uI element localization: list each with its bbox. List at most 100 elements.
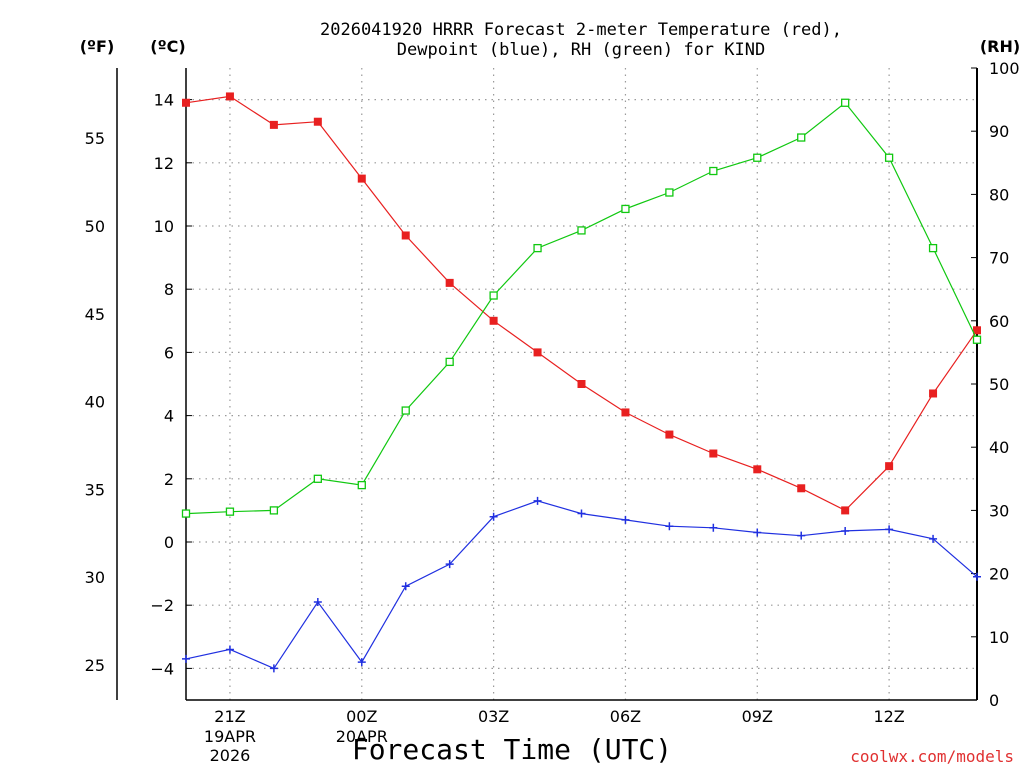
x-axis-title: Forecast Time (UTC) xyxy=(352,733,672,766)
celsius-tick-label: −2 xyxy=(150,596,174,615)
rh-tick-label: 10 xyxy=(989,628,1009,647)
x-tick-label: 00Z xyxy=(346,707,377,726)
rh-point xyxy=(225,507,235,516)
rh-point xyxy=(269,506,279,515)
rh-tick-label: 80 xyxy=(989,185,1009,204)
rh-tick-label: 20 xyxy=(989,565,1009,584)
rh-series xyxy=(181,98,982,518)
dewpoint-point xyxy=(533,496,542,505)
rh-point xyxy=(577,226,586,235)
fahrenheit-tick-label: 45 xyxy=(85,305,105,324)
rh-point xyxy=(972,335,982,344)
fahrenheit-tick-label: 55 xyxy=(85,129,105,148)
fahrenheit-tick-label: 50 xyxy=(85,217,105,236)
rh-point xyxy=(753,153,762,162)
rh-point xyxy=(884,153,894,162)
rh-tick-label: 70 xyxy=(989,249,1009,268)
dewpoint-point xyxy=(753,528,762,537)
rh-point xyxy=(841,98,850,107)
celsius-tick-label: 2 xyxy=(164,470,174,489)
rh-line xyxy=(185,101,978,515)
celsius-tick-label: 6 xyxy=(164,343,174,362)
dewpoint-point xyxy=(885,525,894,534)
dewpoint-point xyxy=(973,572,981,581)
x-tick-label: 06Z xyxy=(610,707,641,726)
temperature-point xyxy=(182,98,190,107)
temperature-point xyxy=(445,278,454,287)
dewpoint-line xyxy=(185,500,978,670)
x-tick-label: 21Z xyxy=(214,707,245,726)
fahrenheit-tick-label: 30 xyxy=(85,568,105,587)
rh-point xyxy=(797,133,806,142)
credit-text: coolwx.com/models xyxy=(850,747,1014,766)
dewpoint-point xyxy=(182,654,190,663)
rh-tick-label: 60 xyxy=(989,312,1009,331)
dewpoint-point xyxy=(269,664,278,673)
rh-tick-label: 90 xyxy=(989,122,1009,141)
rh-point xyxy=(489,291,498,300)
dewpoint-series xyxy=(182,496,981,673)
chart-title-line2: Dewpoint (blue), RH (green) for KIND xyxy=(397,40,765,60)
celsius-tick-label: 8 xyxy=(164,280,174,299)
rh-tick-label: 40 xyxy=(989,438,1009,457)
celsius-tick-label: 10 xyxy=(154,217,174,236)
chart-title-line1: 2026041920 HRRR Forecast 2-meter Tempera… xyxy=(320,20,842,40)
fahrenheit-tick-label: 40 xyxy=(85,393,105,412)
dewpoint-point xyxy=(313,598,322,607)
celsius-axis-unit: (ºC) xyxy=(150,37,185,56)
fahrenheit-axis-unit: (ºF) xyxy=(80,37,115,56)
x-tick-year-label: 2026 xyxy=(210,746,251,765)
rh-point xyxy=(533,243,542,253)
x-tick-label: 12Z xyxy=(873,707,904,726)
temperature-point xyxy=(401,231,410,240)
temperature-series xyxy=(182,92,981,515)
celsius-tick-label: 0 xyxy=(164,533,174,552)
rh-point xyxy=(357,480,366,490)
grid-lines xyxy=(186,68,977,700)
celsius-tick-label: −4 xyxy=(150,659,174,678)
temperature-point xyxy=(489,316,498,325)
temperature-point xyxy=(225,92,234,101)
dewpoint-point xyxy=(797,531,806,540)
dewpoint-point xyxy=(841,526,850,535)
temperature-point xyxy=(973,326,981,335)
temperature-point xyxy=(709,449,718,458)
dewpoint-point xyxy=(445,560,454,569)
temperature-point xyxy=(885,462,894,471)
dewpoint-point xyxy=(577,509,586,518)
dewpoint-point xyxy=(709,523,718,532)
temperature-point xyxy=(797,484,806,493)
x-tick-date-label: 19APR xyxy=(204,727,256,746)
temperature-point xyxy=(621,408,630,417)
tick-labels: 14121086420−2−45550454035302510090807060… xyxy=(85,59,1020,765)
rh-point xyxy=(709,166,718,176)
temperature-point xyxy=(357,174,366,183)
rh-point xyxy=(313,474,322,483)
rh-point xyxy=(181,509,191,518)
fahrenheit-tick-label: 25 xyxy=(85,656,105,675)
x-tick-date-label: 20APR xyxy=(336,727,388,746)
temperature-point xyxy=(533,348,542,357)
dewpoint-point xyxy=(929,534,938,543)
dewpoint-point xyxy=(489,512,498,521)
temperature-point xyxy=(665,430,674,439)
temperature-point xyxy=(753,465,762,474)
x-tick-label: 03Z xyxy=(478,707,509,726)
rh-tick-label: 30 xyxy=(989,501,1009,520)
temperature-point xyxy=(269,120,278,129)
celsius-tick-label: 12 xyxy=(154,154,174,173)
celsius-tick-label: 4 xyxy=(164,407,174,426)
rh-point xyxy=(928,243,938,253)
fahrenheit-tick-label: 35 xyxy=(85,480,105,499)
temperature-point xyxy=(929,389,938,398)
dewpoint-point xyxy=(401,582,410,591)
rh-point xyxy=(665,188,674,197)
rh-point xyxy=(401,406,410,415)
rh-axis-unit: (RH) xyxy=(980,37,1020,56)
x-tick-label: 09Z xyxy=(742,707,773,726)
data-series xyxy=(181,92,982,673)
dewpoint-point xyxy=(665,522,674,531)
temperature-point xyxy=(313,117,322,126)
rh-point xyxy=(621,204,630,214)
